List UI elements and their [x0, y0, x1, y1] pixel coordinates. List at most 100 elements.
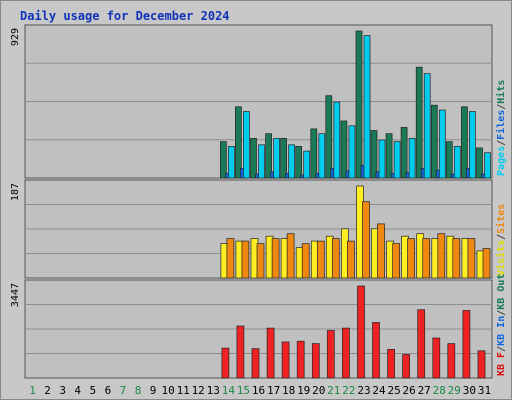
bar-sites-day-23 [362, 201, 370, 279]
chart-panel-2: 187 Visits/Sites [10, 179, 507, 279]
bars [220, 185, 491, 279]
bar-sites-day-21 [331, 238, 340, 279]
legend-entry: Pages [496, 146, 507, 176]
bar-kb-f-day-23 [357, 285, 365, 379]
x-tick-label-day-6: 6 [105, 384, 112, 397]
x-tick-label-day-21: 21 [327, 384, 340, 397]
bar-pages-day-19 [303, 150, 311, 179]
bar-sites-day-22 [347, 240, 355, 279]
x-tick-label-day-25: 25 [387, 384, 400, 397]
legend-entry: Sites [495, 204, 507, 234]
bar-sites-day-29 [452, 238, 461, 279]
x-tick-label-day-16: 16 [252, 384, 265, 397]
bar-hits-day-26 [400, 127, 408, 179]
bar-pages-day-17 [273, 138, 280, 179]
bar-sites-day-31 [482, 248, 491, 279]
x-tick-label-day-13: 13 [207, 384, 220, 397]
bar-pages-day-23 [363, 35, 371, 179]
x-tick-label-day-2: 2 [44, 384, 51, 397]
bar-kb-f-day-14 [221, 347, 230, 379]
x-tick-label-day-8: 8 [135, 384, 142, 397]
bar-kb-f-day-17 [266, 327, 275, 379]
bar-sites-day-18 [286, 233, 295, 279]
bar-sites-day-19 [301, 243, 310, 279]
bar-sites-day-27 [422, 238, 431, 279]
bar-hits-day-14 [220, 141, 227, 179]
bar-sites-day-24 [377, 223, 385, 279]
bar-kb-f-day-16 [251, 348, 260, 379]
x-tick-label-day-27: 27 [418, 384, 431, 397]
legend: Visits/Sites [495, 204, 507, 276]
x-tick-label-day-3: 3 [59, 384, 66, 397]
bar-kb-f-day-30 [462, 310, 471, 379]
bar-hits-day-28 [430, 104, 438, 179]
bar-kb-f-day-22 [342, 327, 350, 379]
bar-kb-f-day-27 [417, 309, 426, 379]
bar-sites-day-14 [226, 238, 235, 279]
bar-pages-day-31 [484, 152, 491, 179]
x-tick-label-day-31: 31 [478, 384, 491, 397]
bar-hits-day-27 [415, 66, 423, 179]
bar-kb-f-day-26 [402, 354, 410, 379]
bar-hits-day-23 [355, 30, 363, 179]
bar-hits-day-20 [310, 128, 318, 179]
bar-hits-day-21 [325, 95, 333, 179]
bar-kb-f-day-19 [296, 340, 305, 379]
bar-sites-day-15 [241, 240, 250, 279]
x-tick-label-day-15: 15 [237, 384, 250, 397]
legend-entry: / [496, 104, 507, 110]
x-tick-label-day-4: 4 [74, 384, 81, 397]
x-tick-label-day-23: 23 [357, 384, 370, 397]
bars [220, 30, 491, 179]
legend-entry: / [496, 234, 507, 240]
x-axis-day-labels: 1 2 3 4 5 6 7 8 9 10 11 12 13 14 15 16 17 18 19 20 21 22 23 24 2… [29, 384, 491, 397]
x-tick-label-day-20: 20 [312, 384, 325, 397]
bar-sites-day-16 [256, 243, 265, 279]
bars [221, 285, 486, 379]
x-tick-label-day-1: 1 [29, 384, 36, 397]
bar-pages-day-21 [333, 101, 341, 179]
bar-pages-day-18 [288, 144, 295, 179]
legend-entry: KB F [496, 352, 507, 376]
legend-entry: Visits [495, 240, 507, 276]
bar-pages-day-20 [318, 133, 326, 179]
bar-kb-f-day-25 [387, 349, 395, 379]
bar-pages-day-29 [453, 146, 461, 179]
x-tick-label-day-5: 5 [89, 384, 96, 397]
bar-sites-day-30 [467, 238, 476, 279]
x-tick-label-day-26: 26 [402, 384, 415, 397]
x-tick-label-day-19: 19 [297, 384, 310, 397]
bar-kb-f-day-20 [311, 343, 320, 379]
legend: Pages/Files/Hits [495, 80, 507, 176]
bar-pages-day-22 [348, 125, 356, 179]
bar-hits-day-17 [265, 133, 272, 179]
x-tick-label-day-14: 14 [222, 384, 236, 397]
legend-entry: / [496, 140, 507, 146]
bar-hits-day-15 [235, 106, 242, 179]
x-tick-label-day-28: 28 [433, 384, 446, 397]
x-tick-label-day-29: 29 [448, 384, 461, 397]
legend-entry: / [496, 310, 507, 316]
bar-kb-f-day-28 [432, 337, 441, 379]
x-tick-label-day-30: 30 [463, 384, 476, 397]
y-max-label: 187 [10, 183, 21, 201]
bar-sites-day-17 [271, 238, 280, 279]
x-tick-label-day-7: 7 [120, 384, 127, 397]
bar-kb-f-day-15 [236, 325, 245, 379]
bar-kb-f-day-21 [326, 330, 335, 379]
bar-hits-day-16 [250, 138, 257, 179]
bar-sites-day-25 [392, 243, 400, 279]
bar-pages-day-14 [228, 146, 235, 179]
bar-kb-f-day-31 [477, 350, 486, 379]
x-tick-label-day-17: 17 [267, 384, 280, 397]
x-tick-label-day-18: 18 [282, 384, 295, 397]
bar-pages-day-15 [243, 111, 250, 179]
x-tick-label-day-9: 9 [150, 384, 157, 397]
bar-hits-day-29 [445, 141, 453, 179]
legend: KB F/KB In/KB Out [496, 274, 507, 376]
bar-kb-f-day-18 [281, 341, 290, 379]
bar-hits-day-25 [385, 133, 393, 179]
x-tick-label-day-10: 10 [161, 384, 174, 397]
